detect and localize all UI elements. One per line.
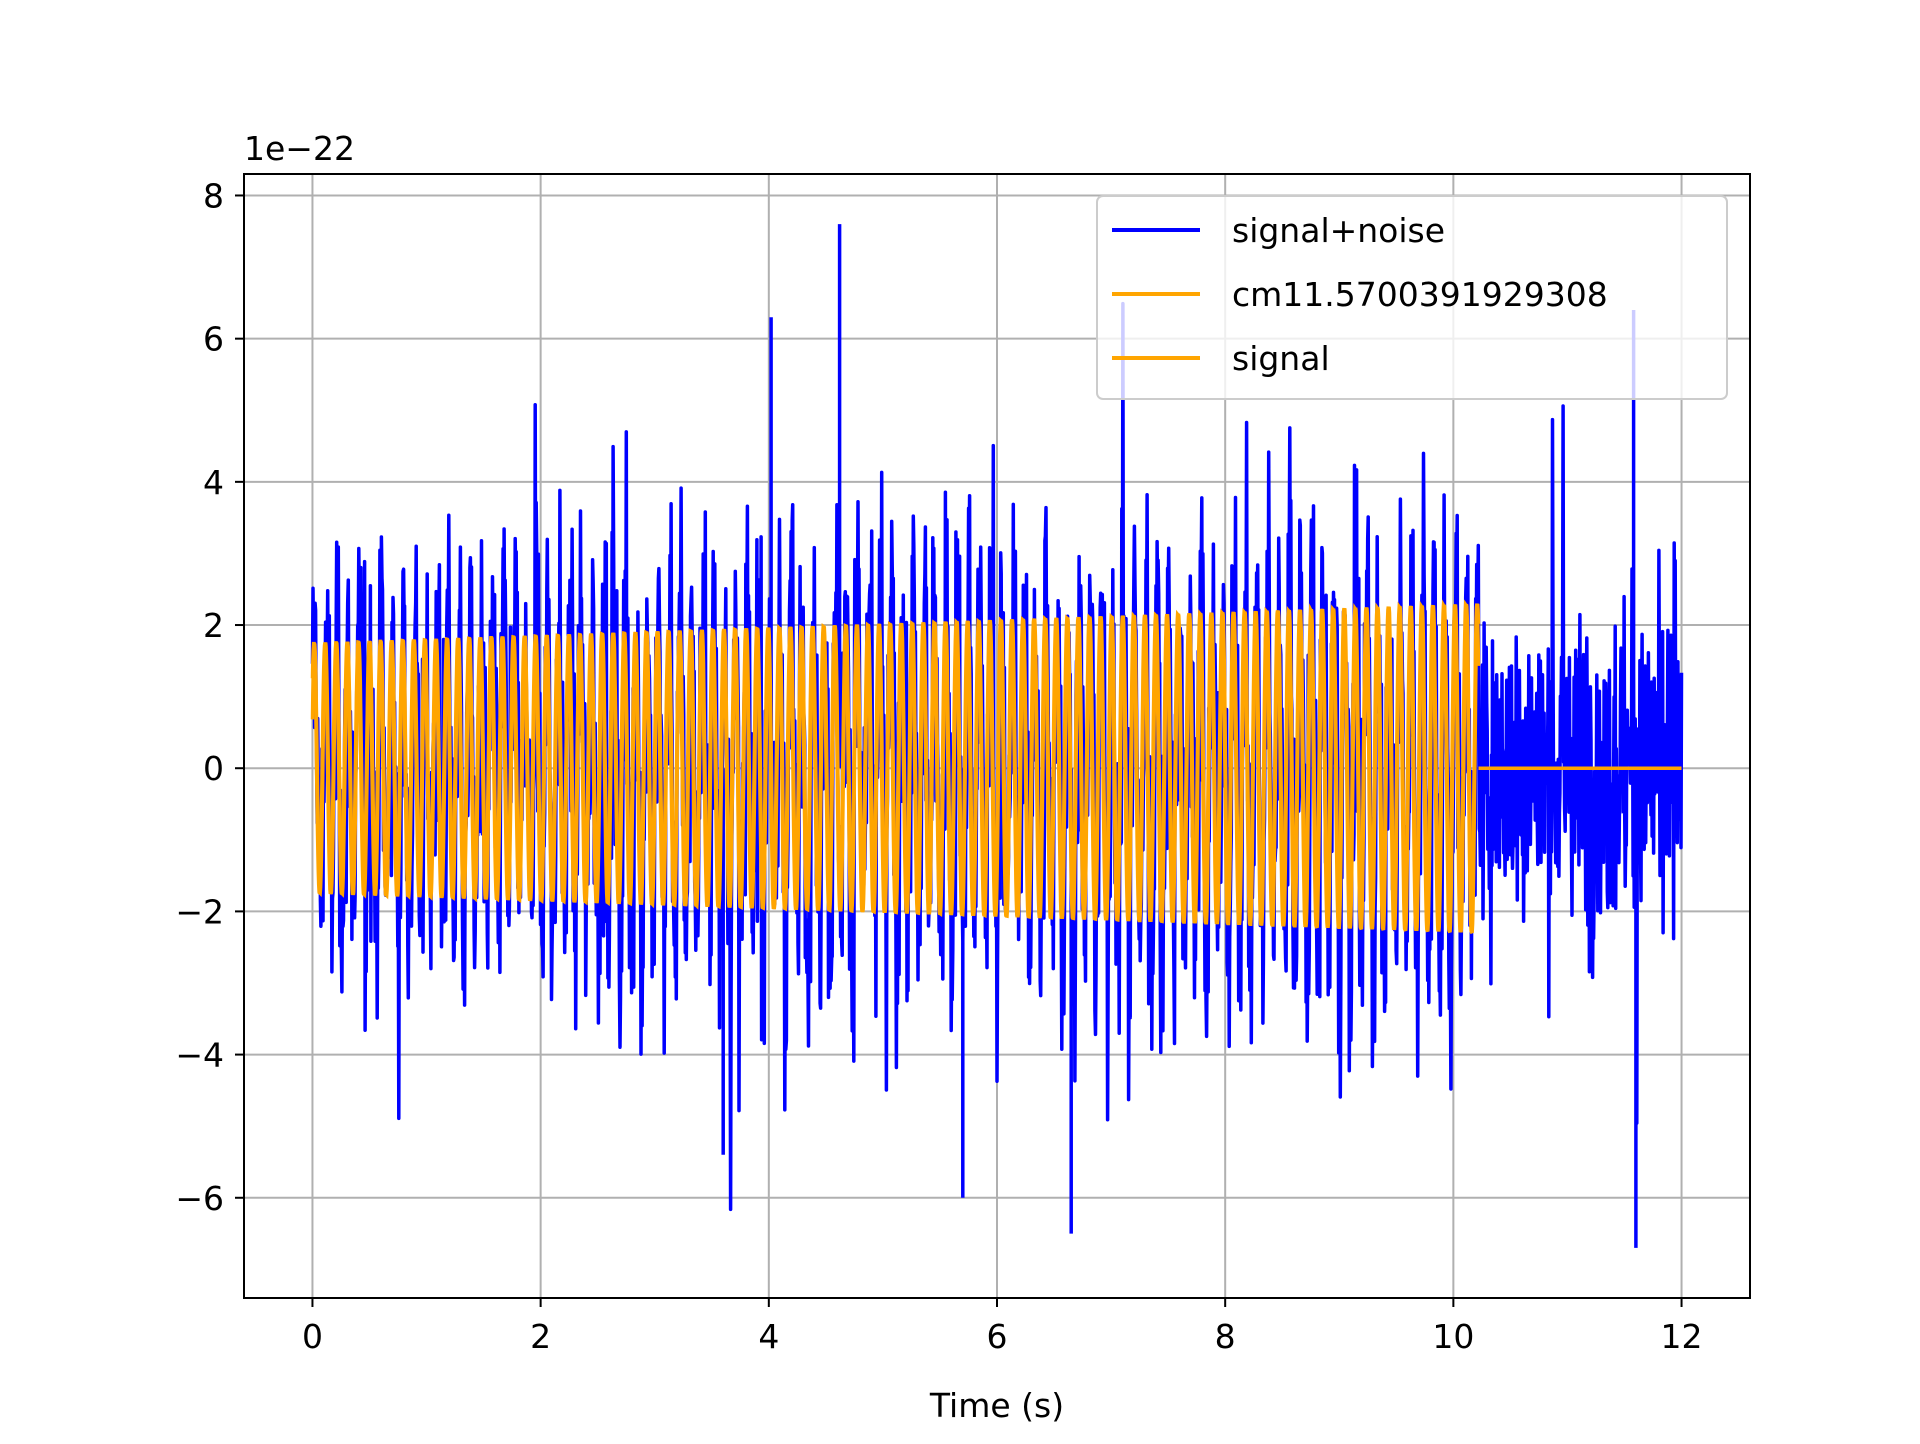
- tick-marks: 0 2 4 6 8 10 12 −6 −4 −2 0 2 4 6 8: [175, 176, 1702, 1356]
- y-tick-label: 8: [203, 176, 224, 215]
- series-line-signal-noise: [310, 224, 1684, 1248]
- legend-label-signal: signal: [1232, 339, 1330, 378]
- y-tick-label: 4: [203, 463, 224, 502]
- legend: signal+noise cm11.5700391929308 signal: [1096, 195, 1728, 400]
- y-tick-label: −4: [175, 1036, 224, 1075]
- series-layer: [310, 224, 1684, 1248]
- legend-label-cm: cm11.5700391929308: [1232, 275, 1608, 314]
- x-tick-label: 10: [1432, 1317, 1474, 1356]
- y-offset-label: 1e−22: [244, 129, 355, 168]
- x-tick-label: 2: [530, 1317, 551, 1356]
- x-tick-label: 4: [758, 1317, 779, 1356]
- y-tick-label: 2: [203, 606, 224, 645]
- legend-label-signal-noise: signal+noise: [1232, 211, 1445, 250]
- y-tick-label: 0: [203, 749, 224, 788]
- legend-box: [1096, 195, 1728, 400]
- y-tick-label: −2: [175, 892, 224, 931]
- x-tick-label: 12: [1661, 1317, 1703, 1356]
- x-tick-label: 0: [302, 1317, 323, 1356]
- x-tick-label: 6: [987, 1317, 1008, 1356]
- y-tick-label: 6: [203, 320, 224, 359]
- series-line-signal: [310, 599, 1682, 933]
- y-tick-label: −6: [175, 1179, 224, 1218]
- x-axis-label: Time (s): [929, 1386, 1064, 1425]
- x-tick-label: 8: [1215, 1317, 1236, 1356]
